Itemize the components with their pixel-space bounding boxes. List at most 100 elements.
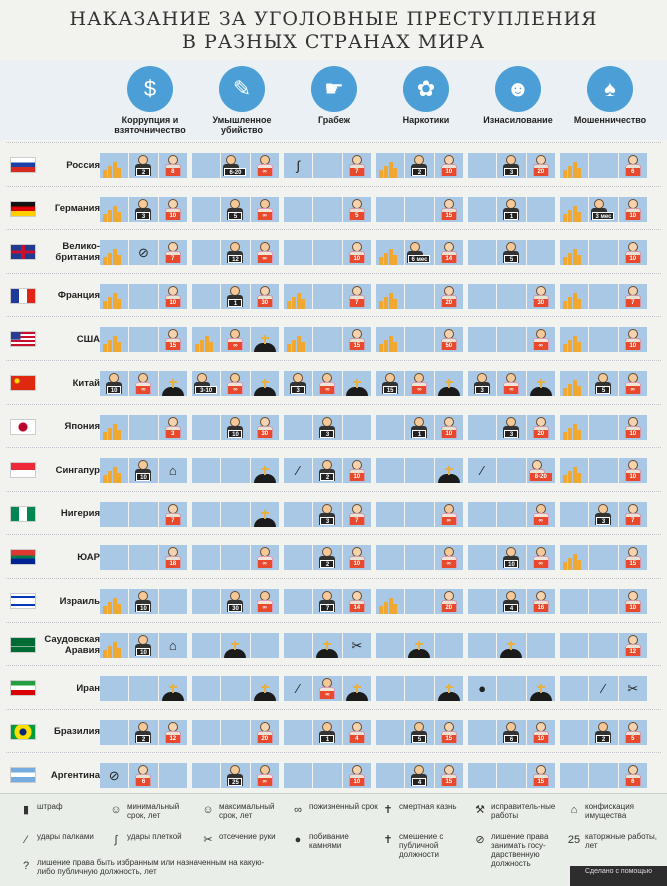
punishment-slot bbox=[376, 589, 405, 614]
punishment-slot: 3 bbox=[129, 196, 158, 222]
min-term-icon: 3 bbox=[318, 503, 336, 526]
min-term-icon: 2 bbox=[318, 547, 336, 569]
page-title: НАКАЗАНИЕ ЗА УГОЛОВНЫЕ ПРЕСТУПЛЕНИЯ В РА… bbox=[0, 8, 667, 54]
punishment-slot bbox=[376, 327, 405, 353]
punishment-slot bbox=[250, 458, 279, 484]
term-value: 7 bbox=[349, 168, 364, 176]
min-term-icon: 15 bbox=[381, 373, 399, 395]
max-term-icon: 10 bbox=[624, 198, 642, 221]
country-row: Китай 10 ∞ 3-10 ∞ 3 ∞ 15 ∞ 3 ∞ 5 ∞ bbox=[6, 360, 661, 404]
punishment-slot: 1 bbox=[313, 719, 342, 745]
term-value: 12 bbox=[625, 647, 640, 656]
punishment-slot: 15 bbox=[376, 371, 405, 396]
life-term-icon: ∞ bbox=[134, 373, 152, 395]
confiscation-icon: ⌂ bbox=[168, 637, 177, 653]
term-value: 10 bbox=[349, 473, 364, 482]
punishment-slot bbox=[497, 327, 526, 353]
punishment-cell: ● bbox=[468, 676, 555, 702]
min-term-icon: 3 bbox=[134, 198, 152, 221]
country-row: Япония 3 10 30 3 1 10 3 20 10 bbox=[6, 403, 661, 448]
death-penalty-icon bbox=[161, 683, 184, 702]
punishment-slot: 4 bbox=[405, 763, 434, 789]
term-value: 10 bbox=[625, 211, 640, 220]
punishment-slot: 6 bbox=[497, 719, 526, 745]
term-value: 3 bbox=[165, 429, 180, 438]
punishment-slot: ∞ bbox=[618, 371, 647, 396]
term-value: 7 bbox=[625, 516, 640, 525]
punishment-cell: ∞ bbox=[468, 501, 555, 527]
punishment-cell: 15 bbox=[468, 763, 555, 789]
punishment-slot bbox=[468, 545, 497, 571]
france-flag-icon bbox=[10, 287, 36, 304]
punishment-slot bbox=[100, 458, 129, 484]
punishment-cell: 3-10 ∞ bbox=[192, 371, 279, 396]
punishment-slot: 10 bbox=[158, 283, 187, 309]
knife-icon: ✎ bbox=[232, 76, 252, 101]
punishment-slot bbox=[313, 240, 342, 266]
punishment-slot: 2 bbox=[129, 719, 158, 745]
max-term-icon: 3 bbox=[164, 416, 182, 439]
min-term-icon: 5 bbox=[226, 198, 244, 221]
fine-icon bbox=[287, 291, 305, 309]
fine-icon bbox=[563, 204, 581, 222]
max-term-icon: 5 bbox=[348, 198, 366, 221]
crime-icon-circle: ☻ bbox=[495, 66, 541, 112]
punishment-slot bbox=[468, 501, 497, 527]
term-value: 2 bbox=[136, 734, 151, 743]
crime-icon-circle: $ bbox=[127, 66, 173, 112]
punishment-slot: 7 bbox=[158, 501, 187, 527]
punishment-slot bbox=[129, 283, 158, 309]
made-with-badge[interactable]: Сделано с помощью bbox=[570, 866, 667, 886]
min-term-icon: 3 bbox=[473, 373, 491, 395]
punishment-cell: 2 10 bbox=[376, 153, 463, 178]
term-value: 10 bbox=[228, 429, 243, 438]
country-row: Саудовская Аравия 10 ⌂ ✂ 12 bbox=[6, 621, 661, 666]
max-term-icon: 8-20 bbox=[528, 460, 554, 482]
term-value: 8 bbox=[165, 168, 180, 176]
crime-label: Коррупция и взяточничество bbox=[114, 115, 186, 135]
death-penalty-icon bbox=[437, 378, 460, 396]
country-row: Велико-британия ⊘ 7 12 ∞ 10 6 мес 14 5 10 bbox=[6, 229, 661, 273]
punishment-slot: ∞ bbox=[129, 371, 158, 396]
term-value: 10 bbox=[625, 473, 640, 482]
term-value: 2 bbox=[596, 734, 611, 743]
term-value: 3 мес bbox=[592, 211, 615, 220]
country-name: Россия bbox=[66, 159, 100, 171]
punishment-cell bbox=[376, 676, 463, 702]
punishment-slot: 10 bbox=[434, 153, 463, 178]
term-value: 5 bbox=[596, 386, 611, 394]
max-term-icon: 30 bbox=[256, 416, 274, 439]
term-value: 4 bbox=[504, 604, 519, 612]
max-term-icon: 10 bbox=[164, 285, 182, 308]
term-value: 20 bbox=[441, 604, 456, 612]
term-value: 18 bbox=[165, 560, 180, 569]
whip-icon: ∫ bbox=[296, 158, 300, 173]
punishment-slot: ⁄ bbox=[468, 458, 497, 484]
punishment-slot bbox=[560, 589, 589, 614]
punishment-slot bbox=[100, 283, 129, 309]
punishment-slot bbox=[405, 327, 434, 353]
punishment-cell: 50 bbox=[376, 327, 463, 353]
punishment-cell: 6 bbox=[560, 153, 647, 178]
punishment-slot: 30 bbox=[221, 589, 250, 614]
punishment-slot: 15 bbox=[434, 763, 463, 789]
legend-item: ∞ пожизненный срок bbox=[290, 802, 380, 818]
punishment-slot: 6 bbox=[618, 763, 647, 789]
term-value: 10 bbox=[625, 255, 640, 264]
max-term-icon: 14 bbox=[348, 591, 366, 613]
max-term-icon: 15 bbox=[624, 547, 642, 569]
punishment-slot bbox=[313, 153, 342, 178]
punishment-cell: 3 bbox=[100, 414, 187, 440]
max-term-icon: 4 bbox=[348, 721, 366, 744]
punishment-cell: 5 bbox=[468, 240, 555, 266]
legend-label: минимальный срок, лет bbox=[127, 802, 180, 820]
punishment-slot bbox=[468, 327, 497, 353]
term-value: 10 bbox=[136, 604, 151, 612]
punishment-slot: ∞ bbox=[526, 501, 555, 527]
life-term-icon: ∞ bbox=[318, 373, 336, 395]
punishment-slot: 5 bbox=[342, 196, 371, 222]
country-name: Япония bbox=[64, 421, 101, 433]
min-term-icon: 10 bbox=[105, 373, 123, 395]
